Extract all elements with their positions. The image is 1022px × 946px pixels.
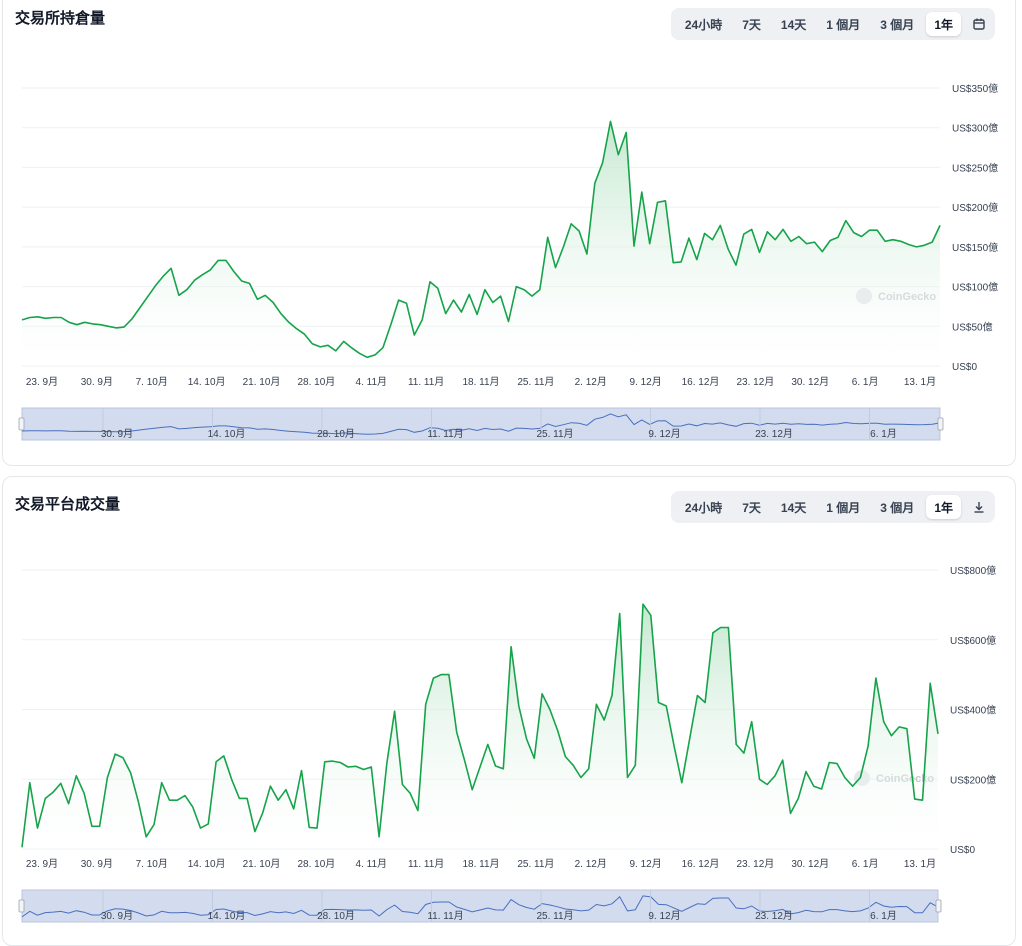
x-tick-label: 25. 11月 <box>517 858 554 870</box>
range-7d-button[interactable]: 7天 <box>742 500 761 515</box>
navigator-series-line <box>21 895 939 918</box>
x-tick-label: 23. 9月 <box>26 376 58 388</box>
navigator-right-handle[interactable] <box>937 417 944 431</box>
chart-title: 交易所持倉量 <box>15 10 106 27</box>
x-tick-label: 18. 11月 <box>462 858 499 870</box>
x-tick-label: 16. 12月 <box>682 858 720 870</box>
range-7d-button[interactable]: 7天 <box>742 17 761 32</box>
navigator-label: 28. 10月 <box>317 428 355 440</box>
range-24h-button[interactable]: 24小時 <box>684 500 723 515</box>
range-1y-button[interactable]: 1年 <box>926 12 961 36</box>
navigator-right-handle[interactable] <box>935 899 942 913</box>
range-navigator: 30. 9月 14. 10月 28. 10月 11. 11月 25. 11月 9. 12月… <box>18 407 944 441</box>
series-line <box>21 120 941 359</box>
range-3m-button[interactable]: 3 個月 <box>880 500 915 515</box>
navigator-label: 11. 11月 <box>427 428 463 440</box>
download-icon[interactable] <box>967 495 991 519</box>
time-range-selector: 24小時 7天 14天 1 個月 3 個月 1年 <box>670 491 995 523</box>
x-tick-label: 13. 1月 <box>904 376 936 388</box>
y-tick-label: US$300億 <box>952 122 998 135</box>
x-tick-label: 7. 10月 <box>136 858 168 870</box>
x-tick-label: 30. 9月 <box>81 376 113 388</box>
navigator-label: 14. 10月 <box>208 428 246 440</box>
range-3m-button[interactable]: 3 個月 <box>880 17 915 32</box>
y-tick-label: US$400億 <box>950 704 996 717</box>
x-tick-label: 23. 12月 <box>736 858 774 870</box>
x-tick-label: 11. 11月 <box>408 858 444 870</box>
y-tick-label: US$150億 <box>952 241 998 254</box>
x-tick-label: 18. 11月 <box>462 376 499 388</box>
range-24h-button[interactable]: 24小時 <box>684 17 723 32</box>
x-tick-label: 25. 11月 <box>517 376 554 388</box>
navigator-label: 23. 12月 <box>755 910 793 922</box>
x-tick-label: 28. 10月 <box>297 858 335 870</box>
range-14d-button[interactable]: 14天 <box>780 17 807 32</box>
x-tick-label: 14. 10月 <box>188 376 226 388</box>
series-line <box>21 603 939 848</box>
x-tick-label: 30. 9月 <box>81 858 113 870</box>
navigator-label: 9. 12月 <box>648 428 680 440</box>
navigator-label: 11. 11月 <box>427 910 463 922</box>
x-tick-label: 4. 11月 <box>356 858 388 870</box>
x-tick-label: 21. 10月 <box>243 858 281 870</box>
navigator-left-handle[interactable] <box>18 899 25 913</box>
x-tick-label: 6. 1月 <box>852 858 879 870</box>
series-area <box>22 121 940 367</box>
x-tick-label: 23. 12月 <box>736 376 774 388</box>
x-tick-label: 16. 12月 <box>682 376 720 388</box>
x-tick-label: 28. 10月 <box>297 376 335 388</box>
x-tick-label: 2. 12月 <box>575 858 607 870</box>
y-tick-label: US$0 <box>950 845 975 856</box>
navigator-label: 14. 10月 <box>208 910 246 922</box>
navigator-window <box>21 889 939 923</box>
navigator-label: 25. 11月 <box>536 428 573 440</box>
x-tick-label: 9. 12月 <box>630 858 662 870</box>
range-14d-button[interactable]: 14天 <box>780 500 807 515</box>
y-tick-label: US$50億 <box>952 320 993 333</box>
y-tick-label: US$100億 <box>952 281 998 294</box>
y-tick-label: US$600億 <box>950 634 996 647</box>
range-1y-button[interactable]: 1年 <box>926 495 961 519</box>
navigator-label: 30. 9月 <box>101 910 133 922</box>
x-tick-label: 2. 12月 <box>575 376 607 388</box>
navigator-label: 30. 9月 <box>101 428 133 440</box>
series-area <box>22 604 938 849</box>
x-tick-label: 6. 1月 <box>852 376 879 388</box>
y-tick-label: US$350億 <box>952 82 998 95</box>
y-tick-label: US$800億 <box>950 564 996 577</box>
x-tick-label: 7. 10月 <box>136 376 168 388</box>
x-tick-label: 21. 10月 <box>243 376 281 388</box>
x-tick-label: 13. 1月 <box>904 858 936 870</box>
y-tick-label: US$0 <box>952 362 977 373</box>
range-1m-button[interactable]: 1 個月 <box>826 500 861 515</box>
x-tick-label: 14. 10月 <box>188 858 226 870</box>
x-tick-label: 30. 12月 <box>791 376 829 388</box>
time-range-selector: 24小時 7天 14天 1 個月 3 個月 1年 <box>670 8 995 40</box>
navigator-left-handle[interactable] <box>18 417 25 431</box>
range-navigator: 30. 9月 14. 10月 28. 10月 11. 11月 25. 11月 9. 12月… <box>18 889 942 923</box>
navigator-label: 28. 10月 <box>317 910 355 922</box>
navigator-label: 9. 12月 <box>648 910 680 922</box>
x-tick-label: 11. 11月 <box>408 376 444 388</box>
y-tick-label: US$200億 <box>952 201 998 214</box>
navigator-label: 23. 12月 <box>755 428 793 440</box>
y-tick-label: US$200億 <box>950 773 996 786</box>
x-tick-label: 30. 12月 <box>791 858 829 870</box>
navigator-label: 25. 11月 <box>536 910 573 922</box>
navigator-label: 6. 1月 <box>870 428 897 440</box>
navigator-label: 6. 1月 <box>870 910 897 922</box>
x-tick-label: 4. 11月 <box>356 376 388 388</box>
y-tick-label: US$250億 <box>952 161 998 174</box>
x-tick-label: 23. 9月 <box>26 858 58 870</box>
chart-title: 交易平台成交量 <box>15 496 121 513</box>
range-1m-button[interactable]: 1 個月 <box>826 17 861 32</box>
x-tick-label: 9. 12月 <box>630 376 662 388</box>
navigator-series-line <box>21 413 941 435</box>
calendar-icon[interactable] <box>967 12 991 36</box>
